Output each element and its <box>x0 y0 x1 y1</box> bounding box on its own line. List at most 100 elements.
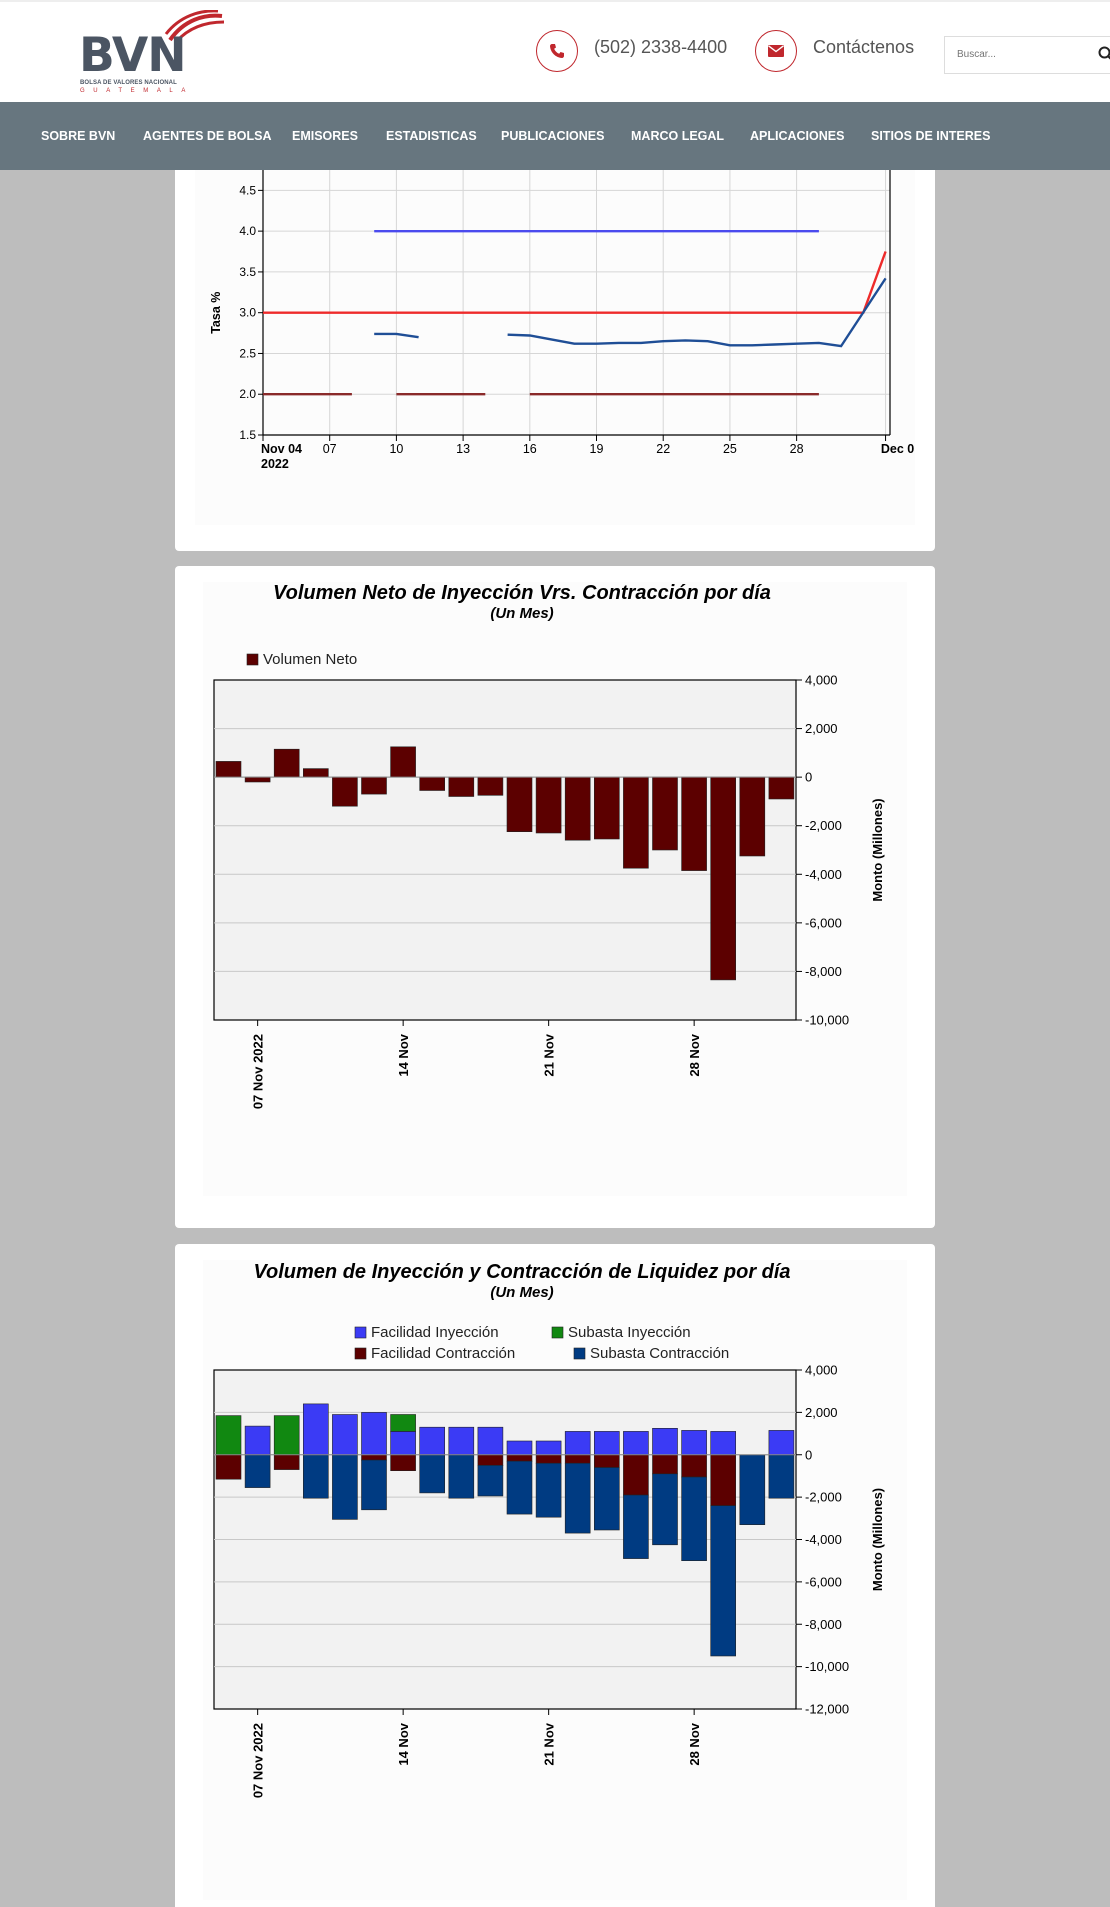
bar-3 <box>244 1454 271 1488</box>
bar-0 <box>419 1426 445 1455</box>
search-box <box>944 36 1110 74</box>
envelope-icon <box>755 30 797 72</box>
phone-contact[interactable]: (502) 2338-4400 <box>536 29 727 73</box>
x-tick-label: 13 <box>456 442 470 456</box>
nav-sitios-de-interes[interactable]: SITIOS DE INTERES <box>871 129 991 143</box>
net-volume-bar-chart: Volumen Neto de Inyección Vrs. Contracci… <box>203 582 907 1196</box>
nav-emisores[interactable]: EMISORES <box>292 129 358 143</box>
bar-0 <box>768 1430 795 1456</box>
y-tick-label: 2,000 <box>805 1405 838 1420</box>
y-tick-label: 4.5 <box>239 183 256 197</box>
y-tick-label: -4,000 <box>805 867 842 882</box>
bar-2 <box>652 1454 678 1475</box>
bar-0 <box>623 1431 649 1455</box>
nav-estadisticas[interactable]: ESTADISTICAS <box>386 129 477 143</box>
x-tick-label: 21 Nov <box>542 1033 557 1076</box>
y-tick-label: 4.0 <box>239 224 256 238</box>
logo-swoosh-icon <box>164 10 224 42</box>
bar-3 <box>652 1473 678 1546</box>
nav-sobre-bvn[interactable]: SOBRE BVN <box>41 129 116 143</box>
x-tick-label: 07 Nov 2022 <box>251 1034 266 1109</box>
chart-bg <box>195 170 915 525</box>
bar-0 <box>710 1431 737 1455</box>
x-tick-label: 07 <box>323 442 337 456</box>
nav-marco-legal[interactable]: MARCO LEGAL <box>631 129 725 143</box>
y-tick-label: -8,000 <box>805 964 842 979</box>
bar-0 <box>652 1428 678 1456</box>
bar-3 <box>332 1454 358 1520</box>
bar-0 <box>535 776 562 834</box>
x-tick-label: 14 Nov <box>396 1033 411 1076</box>
nav-aplicaciones[interactable]: APLICACIONES <box>750 129 845 143</box>
contact-link[interactable]: Contáctenos <box>755 29 914 73</box>
legend-label: Subasta Contracción <box>590 1345 729 1362</box>
contact-label: Contáctenos <box>813 36 915 57</box>
bar-3 <box>448 1454 475 1499</box>
x-tick-label: 14 Nov <box>396 1722 411 1765</box>
legend-label: Volumen Neto <box>263 651 357 668</box>
y-tick-label: -12,000 <box>805 1702 849 1717</box>
bvn-logo[interactable]: BVN BOLSA DE VALORES NACIONAL GUATEMALA <box>78 8 224 98</box>
logo-line1: BOLSA DE VALORES NACIONAL <box>80 80 177 86</box>
x-tick-label: Nov 04 <box>261 442 302 456</box>
legend-swatch <box>354 1326 367 1339</box>
bar-2 <box>593 1454 620 1468</box>
bar-0 <box>303 1403 329 1455</box>
bar-3 <box>564 1462 591 1534</box>
bar-2 <box>390 1454 416 1472</box>
x-tick-label: 22 <box>656 442 670 456</box>
rate-chart-card: 1.5 2.0 2.5 3.0 3.5 4.0 4.5 Nov 04 2022 07 10 13 16 1… <box>175 170 935 551</box>
bar-2 <box>361 1454 387 1461</box>
bar-3 <box>535 1462 562 1518</box>
legend-label: Facilidad Contracción <box>371 1345 515 1362</box>
y-tick-label: 0 <box>805 1447 812 1462</box>
plot-area <box>213 679 797 1021</box>
liquidity-stacked-bar-chart: Volumen de Inyección y Contracción de Li… <box>203 1260 907 1900</box>
search-input[interactable] <box>945 37 1097 71</box>
bar-2 <box>681 1454 707 1478</box>
y-tick-label: 4,000 <box>805 1363 838 1378</box>
bar-0 <box>448 1426 475 1455</box>
bar-3 <box>361 1459 387 1511</box>
y-tick-label: 1.5 <box>239 428 256 442</box>
x-tick-label: 10 <box>389 442 403 456</box>
series-line-2 <box>507 277 887 348</box>
bar-0 <box>768 776 795 800</box>
bar-0 <box>564 776 591 841</box>
bar-3 <box>419 1454 445 1494</box>
nav-agentes-de-bolsa[interactable]: AGENTES DE BOLSA <box>143 129 272 143</box>
y-tick-label: -8,000 <box>805 1617 842 1632</box>
bar-0 <box>681 776 707 871</box>
bar-3 <box>710 1505 737 1657</box>
y-axis-label: Tasa % <box>209 292 223 334</box>
bar-0 <box>739 776 766 857</box>
nav-publicaciones[interactable]: PUBLICACIONES <box>501 129 605 143</box>
series-line-2 <box>374 332 419 339</box>
bar-3 <box>506 1460 533 1515</box>
logo-line2: GUATEMALA <box>80 88 194 94</box>
bar-0 <box>390 1431 416 1455</box>
bar-0 <box>244 776 271 783</box>
bar-2 <box>535 1454 562 1464</box>
chart-subtitle: (Un Mes) <box>490 605 553 622</box>
chart-title: Volumen Neto de Inyección Vrs. Contracci… <box>273 582 771 604</box>
bar-2 <box>477 1454 504 1466</box>
y-tick-label: -6,000 <box>805 1574 842 1589</box>
bar-0 <box>593 776 620 840</box>
y-tick-label: 3.0 <box>239 306 256 320</box>
y-tick-label: 3.5 <box>239 265 256 279</box>
bar-0 <box>303 768 329 778</box>
y-tick-label: -10,000 <box>805 1013 849 1028</box>
liquidity-card: Volumen de Inyección y Contracción de Li… <box>175 1244 935 1907</box>
bar-0 <box>361 776 387 795</box>
bar-1 <box>215 1415 242 1456</box>
legend-swatch <box>246 653 259 666</box>
x-tick-label: 16 <box>523 442 537 456</box>
bar-0 <box>477 776 504 796</box>
x-tick-label: 28 Nov <box>687 1722 702 1765</box>
y-tick-label: 2,000 <box>805 721 838 736</box>
legend-label: Subasta Inyección <box>568 1324 691 1341</box>
search-icon[interactable] <box>1098 46 1110 67</box>
x-tick-label: 28 <box>790 442 804 456</box>
